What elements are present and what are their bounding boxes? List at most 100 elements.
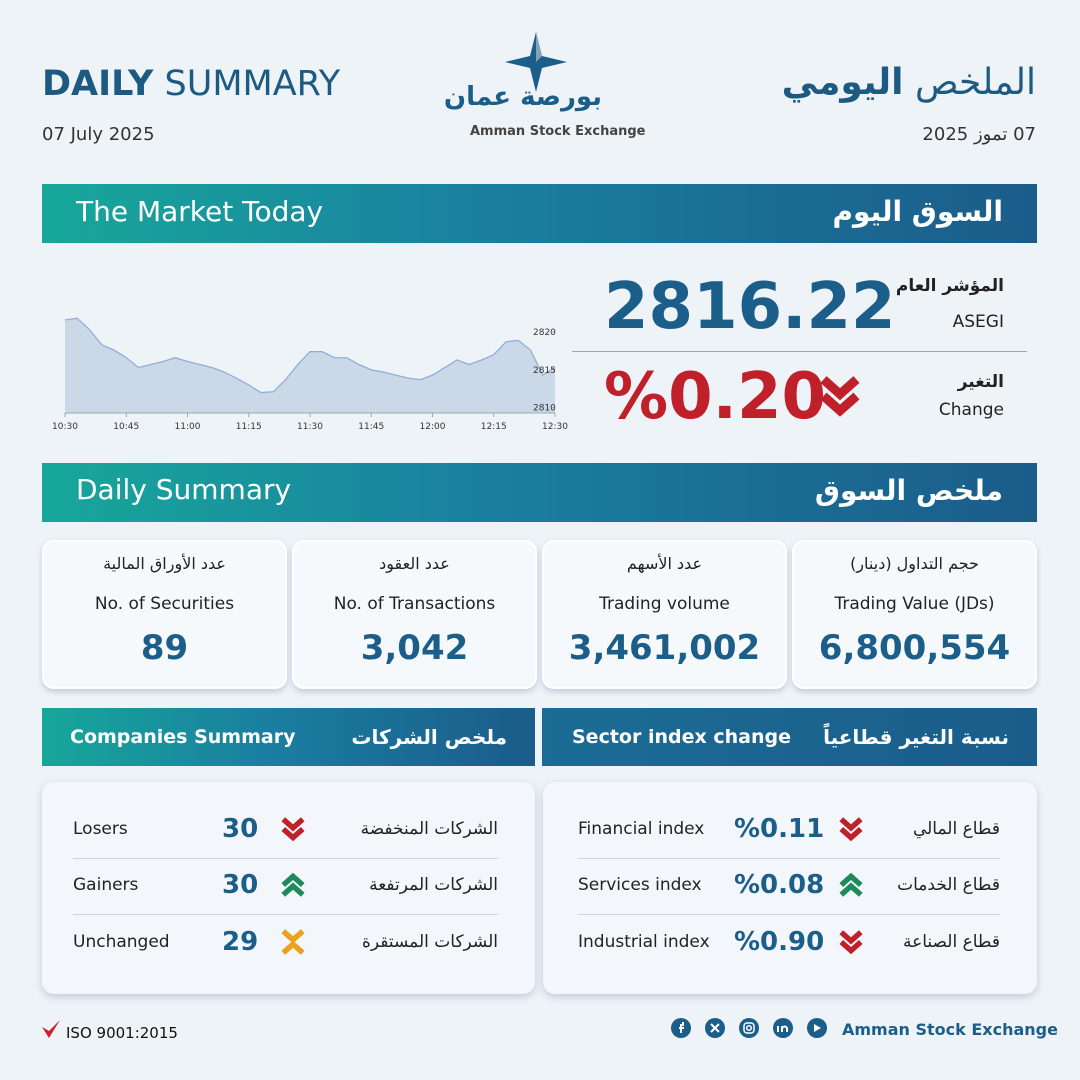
x-tick-label: 10:45	[113, 422, 139, 432]
companies-banner: Companies Summary ملخص الشركات	[42, 708, 535, 766]
row-separator	[73, 914, 498, 915]
row-en: Industrial index	[578, 932, 710, 952]
index-label-ar: المؤشر العام	[895, 276, 1004, 296]
trend-icon	[281, 817, 305, 842]
trend-icon	[820, 376, 860, 417]
chevron	[281, 826, 305, 842]
line	[64, 317, 556, 394]
row-separator	[578, 914, 1000, 915]
y-tick-label: 2810	[533, 404, 556, 414]
card: عدد العقود No. of Transactions 3,042	[292, 540, 537, 689]
chevron	[281, 817, 305, 832]
row-value: 30	[222, 870, 259, 900]
date: 07 July 2025	[42, 124, 155, 145]
sectors-panel	[543, 782, 1037, 994]
banner-ar: السوق اليوم	[832, 195, 1003, 228]
index-change: %0.20	[604, 360, 827, 434]
companies-title-ar: ملخص الشركات	[351, 725, 507, 749]
chevron	[839, 826, 863, 842]
row-ar: قطاع الصناعة	[902, 932, 1000, 952]
y-tick-label: 2815	[533, 366, 556, 376]
change-label-en: Change	[938, 400, 1004, 420]
market-banner: The Market Today السوق اليوم	[42, 184, 1037, 243]
card-value: 3,042	[360, 628, 469, 668]
card-en: Trading volume	[599, 594, 730, 614]
companies-title-en: Companies Summary	[70, 726, 296, 748]
row-trend	[280, 929, 306, 959]
summary-banner: Daily Summary ملخص السوق	[42, 463, 1037, 522]
row-separator	[73, 858, 498, 859]
chevron	[820, 376, 860, 401]
title-bold: DAILY	[42, 64, 154, 104]
chevron	[820, 392, 860, 417]
chevron	[839, 817, 863, 832]
banner-en: Daily Summary	[76, 473, 292, 506]
change-label-ar: التغير	[957, 372, 1004, 392]
org: Amman Stock Exchange	[842, 1020, 1058, 1039]
ar-title-bold: اليومي	[781, 62, 904, 103]
row-ar: قطاع المالي	[912, 819, 1000, 839]
x-tick-label: 12:30	[542, 422, 568, 432]
card-en: No. of Securities	[94, 594, 235, 614]
area	[65, 318, 555, 413]
sectors-title-ar: نسبة التغير قطاعياً	[823, 725, 1009, 749]
row-ar: الشركات المرتفعة	[369, 875, 498, 895]
row-trend	[280, 816, 306, 846]
banner-ar: ملخص السوق	[814, 474, 1003, 507]
chart: 2810 2815 2820 10:30 10:45 11:00 11:15 11:30 11:…	[52, 317, 568, 432]
row-value: %0.11	[734, 814, 825, 844]
divider	[572, 351, 1027, 352]
row-en: Unchanged	[73, 932, 170, 952]
row-value: %0.08	[734, 870, 825, 900]
card: حجم التداول (دينار) Trading Value (JDs) 6,…	[792, 540, 1037, 689]
x-tick-label: 10:30	[52, 422, 78, 432]
row-ar: الشركات المستقرة	[361, 932, 498, 952]
logo-mark	[505, 32, 567, 92]
sectors-title-en: Sector index change	[572, 726, 791, 748]
row-value: 29	[222, 927, 259, 957]
card-value: 3,461,002	[568, 628, 761, 668]
title-rest: SUMMARY	[164, 64, 341, 104]
index-value: 2816.22	[604, 270, 896, 344]
ar-date: 07 تموز 2025	[922, 124, 1036, 145]
title: DAILY SUMMARY	[42, 64, 340, 104]
card-en: Trading Value (JDs)	[834, 594, 995, 614]
x-tick-label: 11:45	[358, 422, 384, 432]
trend-icon	[839, 872, 863, 897]
ar-title: الملخص اليومي	[782, 62, 1036, 103]
row-en: Losers	[73, 819, 128, 839]
row-trend	[280, 872, 306, 902]
chevron	[281, 872, 305, 888]
card-ar: حجم التداول (دينار)	[850, 554, 979, 573]
banner-en: The Market Today	[76, 195, 324, 228]
x-tick-label: 12:15	[481, 422, 507, 432]
logo-ar: بورصة عمان	[443, 82, 602, 112]
chevron	[281, 940, 305, 955]
trend-icon	[839, 930, 863, 955]
row-en: Services index	[578, 875, 702, 895]
row-en: Gainers	[73, 875, 139, 895]
trend-icon	[281, 929, 305, 955]
row-trend	[838, 872, 864, 902]
row-value: %0.90	[734, 927, 825, 957]
social-icons	[671, 1018, 827, 1038]
card-ar: عدد العقود	[379, 554, 450, 573]
chevron	[839, 939, 863, 955]
row-trend	[838, 929, 864, 959]
chevron	[839, 882, 863, 897]
row-ar: قطاع الخدمات	[897, 875, 1000, 895]
row-separator	[578, 858, 1000, 859]
card: عدد الأوراق المالية No. of Securities 89	[42, 540, 287, 689]
logo-en: Amman Stock Exchange	[470, 124, 646, 139]
card-value: 6,800,554	[818, 628, 1011, 668]
card-en: No. of Transactions	[333, 594, 496, 614]
x-tick-label: 11:15	[236, 422, 262, 432]
row-ar: الشركات المنخفضة	[360, 819, 498, 839]
trend-icon	[839, 817, 863, 842]
x-tick-label: 11:30	[297, 422, 323, 432]
iso: ISO 9001:2015	[66, 1024, 178, 1042]
index-trend	[818, 374, 862, 422]
row-en: Financial index	[578, 819, 705, 839]
x-tick-label: 12:00	[420, 422, 446, 432]
